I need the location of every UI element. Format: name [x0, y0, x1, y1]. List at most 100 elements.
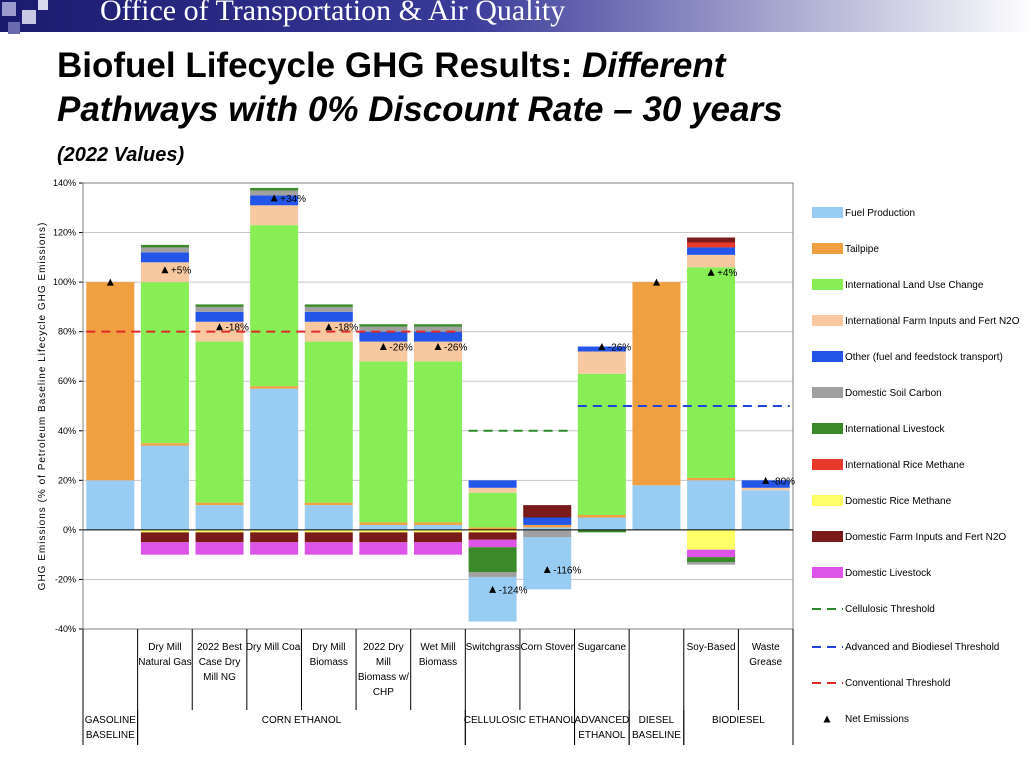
office-name: Office of Transportation & Air Quality — [100, 0, 566, 27]
y-tick-label: 120% — [53, 228, 76, 238]
bar-segment — [414, 522, 462, 525]
category-label: Biomass — [310, 657, 348, 668]
legend-label: Advanced and Biodiesel Threshold — [845, 642, 999, 653]
group-label: BASELINE — [632, 730, 681, 741]
bar-segment — [741, 490, 790, 530]
bar-segment — [359, 542, 408, 555]
bar-segment — [687, 247, 736, 255]
legend-swatch — [812, 279, 843, 290]
net-emission-marker — [434, 343, 442, 351]
legend-swatch — [812, 351, 843, 362]
bar-segment — [414, 324, 462, 327]
bar-segment — [304, 311, 353, 322]
net-emission-label: +34% — [280, 194, 306, 205]
bar-segment — [687, 549, 736, 558]
bar-segment — [359, 326, 408, 332]
y-tick-label: -20% — [55, 574, 76, 584]
bar-segment — [250, 187, 299, 191]
bar-segment — [140, 252, 189, 263]
bar-segment — [414, 529, 462, 533]
category-label: 2022 Best — [197, 642, 242, 653]
legend-label: Fuel Production — [845, 208, 915, 219]
net-emission-label: -18% — [226, 323, 249, 334]
bar-segment — [195, 532, 244, 543]
y-tick-label: 20% — [58, 475, 76, 485]
legend-swatch — [812, 531, 843, 542]
bar-segment — [250, 190, 299, 196]
category-label: 2022 Dry — [363, 642, 404, 653]
bar-segment — [687, 529, 736, 550]
bar-segment — [140, 445, 189, 530]
y-tick-label: 80% — [58, 327, 76, 337]
header-banner: Office of Transportation & Air Quality — [0, 0, 1035, 32]
bar-segment — [523, 517, 572, 525]
y-tick-label: -40% — [55, 624, 76, 634]
bar-segment — [523, 527, 572, 530]
category-label: Dry Mill Coal — [246, 642, 303, 653]
legend-label: Net Emissions — [845, 714, 909, 725]
net-emission-label: +5% — [171, 266, 191, 277]
group-label: DIESEL — [639, 715, 675, 726]
legend-swatch — [812, 243, 843, 254]
category-label: Soy-Based — [687, 642, 736, 653]
legend-label: Tailpipe — [845, 244, 879, 255]
bar-segment — [414, 532, 462, 543]
bar-segment — [359, 524, 408, 530]
legend-label: Domestic Soil Carbon — [845, 388, 942, 399]
legend-swatch — [812, 495, 843, 506]
bar-segment — [195, 311, 244, 322]
legend-swatch — [812, 207, 843, 218]
group-label: CELLULOSIC ETHANOL — [464, 715, 577, 726]
category-label: Biomass w/ — [358, 672, 409, 683]
legend-label: International Livestock — [845, 424, 946, 435]
bar-segment — [359, 324, 408, 327]
bar-segment — [359, 529, 408, 533]
bar-segment — [468, 487, 517, 493]
category-label: Biomass — [419, 657, 457, 668]
category-label: Mill NG — [203, 672, 236, 683]
group-label: BASELINE — [86, 730, 135, 741]
bar-segment — [359, 341, 408, 362]
bar-segment — [468, 492, 517, 528]
category-label: Waste — [752, 642, 780, 653]
group-label: BIODIESEL — [712, 715, 765, 726]
category-label: Grease — [749, 657, 782, 668]
legend-label: International Rice Methane — [845, 460, 965, 471]
category-label: Corn Stover — [521, 642, 575, 653]
decorative-square — [2, 2, 16, 16]
y-tick-label: 140% — [53, 178, 76, 188]
bar-segment — [468, 572, 517, 577]
bar-segment — [632, 282, 681, 486]
category-label: Mill — [376, 657, 391, 668]
bar-segment — [195, 529, 244, 533]
legend-swatch — [812, 459, 843, 470]
bar-segment — [195, 321, 244, 342]
bar-segment — [687, 267, 736, 478]
bar-segment — [468, 480, 517, 488]
legend-label: Domestic Farm Inputs and Fert N2O — [845, 532, 1006, 543]
bar-segment — [250, 532, 299, 543]
bar-segment — [86, 480, 135, 530]
bar-segment — [687, 480, 736, 530]
bar-segment — [304, 341, 353, 503]
bar-segment — [523, 524, 572, 528]
bar-segment — [195, 306, 244, 312]
net-emission-marker — [762, 476, 770, 484]
category-label: Sugarcane — [578, 642, 627, 653]
net-emission-label: -26% — [608, 343, 631, 354]
bar-segment — [140, 532, 189, 543]
title-part2: Different — [582, 46, 726, 85]
bar-segment — [140, 282, 189, 444]
legend-swatch — [812, 567, 843, 578]
bar-segment — [250, 205, 299, 226]
legend-swatch — [812, 387, 843, 398]
bar-segment — [195, 304, 244, 307]
bar-segment — [304, 304, 353, 307]
group-label: CORN ETHANOL — [262, 715, 342, 726]
bar-segment — [577, 351, 626, 374]
bar-segment — [687, 237, 736, 243]
net-emission-marker — [161, 266, 169, 274]
bar-segment — [304, 542, 353, 555]
bar-segment — [687, 477, 736, 481]
